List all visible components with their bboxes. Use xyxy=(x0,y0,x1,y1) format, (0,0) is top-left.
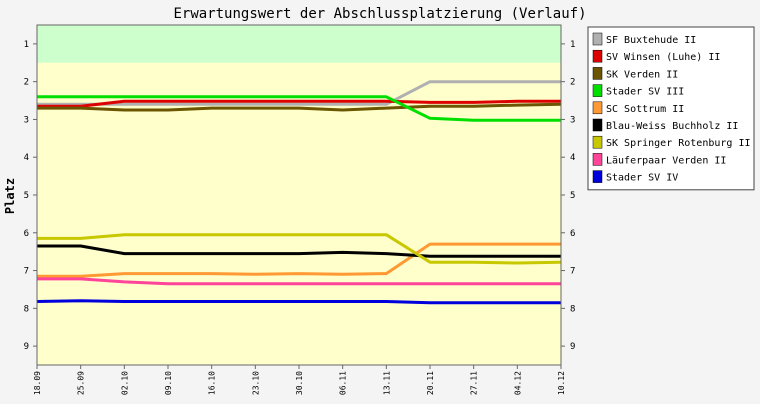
x-tick-label: 30.10 xyxy=(295,371,304,395)
series-line xyxy=(37,233,562,265)
legend-label: SK Springer Rotenburg II xyxy=(606,138,751,149)
legend-label: SV Winsen (Luhe) II xyxy=(606,52,720,63)
x-tick-label: 23.10 xyxy=(251,371,260,395)
y-tick-label: 6 xyxy=(24,229,29,239)
legend-label: Stader SV IV xyxy=(606,173,678,184)
plot-band xyxy=(37,62,561,366)
y-tick-label-right: 6 xyxy=(570,229,575,239)
x-tick-label: 13.11 xyxy=(382,371,391,395)
legend-swatch xyxy=(592,170,603,183)
series-line xyxy=(37,95,561,122)
series-line xyxy=(37,99,561,108)
x-tick-label: 09.10 xyxy=(164,371,173,395)
x-tick-label: 02.10 xyxy=(120,371,129,395)
plot-band xyxy=(37,25,561,63)
series-line xyxy=(37,277,561,286)
plot-background xyxy=(37,25,561,366)
legend-swatch xyxy=(592,153,603,166)
legend-swatch xyxy=(592,135,603,149)
legend-swatch xyxy=(592,67,603,80)
x-tick-label: 20.11 xyxy=(426,371,435,395)
x-tick-label: 06.11 xyxy=(339,371,348,395)
legend-swatch xyxy=(592,84,603,97)
x-tick-label: 10.12 xyxy=(557,371,566,395)
y-tick-label: 2 xyxy=(24,78,29,88)
y-axis-left: 1 2 3 4 5 6 7 8 9 xyxy=(24,40,37,352)
x-tick-label: 16.10 xyxy=(208,371,217,395)
series-line xyxy=(36,299,561,305)
legend-label: SF Buxtehude II xyxy=(606,35,696,46)
y-axis-label: Platz xyxy=(3,178,17,214)
y-tick-label: 5 xyxy=(24,191,29,201)
chart-title: Erwartungswert der Abschlussplatzierung … xyxy=(173,6,586,22)
legend-label: SK Verden II xyxy=(606,69,678,80)
y-tick-label-right: 9 xyxy=(570,342,575,352)
x-tick-label: 25.09 xyxy=(77,371,86,395)
y-tick-label-right: 5 xyxy=(570,191,575,201)
y-tick-label: 7 xyxy=(24,267,29,277)
y-tick-label-right: 8 xyxy=(570,304,575,314)
x-tick-label: 27.11 xyxy=(470,371,479,395)
series-line xyxy=(37,242,561,278)
y-tick-label: 8 xyxy=(24,304,29,314)
legend: SF Buxtehude II SV Winsen (Luhe) II SK Ver… xyxy=(587,26,755,191)
x-axis: 18.09 25.09 02.10 09.10 16.10 23.10 30.10 06.11… xyxy=(33,365,566,395)
legend-swatch xyxy=(592,49,603,63)
legend-label: Läuferpaar Verden II xyxy=(606,155,726,166)
series-line xyxy=(37,80,561,106)
y-tick-label-right: 1 xyxy=(570,40,575,50)
y-tick-label: 1 xyxy=(24,40,29,50)
y-tick-label-right: 4 xyxy=(570,153,575,163)
legend-label: SC Sottrum II xyxy=(606,104,684,115)
plot-frame xyxy=(36,24,562,366)
legend-swatch xyxy=(592,32,603,46)
y-tick-label: 4 xyxy=(24,153,29,163)
legend-label: Stader SV III xyxy=(606,87,684,98)
y-tick-label: 9 xyxy=(24,342,29,352)
y-tick-label-right: 2 xyxy=(570,78,575,88)
y-tick-label-right: 7 xyxy=(570,267,575,277)
y-axis-right: 1 2 3 4 5 6 7 8 9 xyxy=(561,40,575,352)
series-line xyxy=(37,102,562,112)
y-tick-label-right: 3 xyxy=(570,115,575,125)
legend-swatch xyxy=(592,118,603,132)
legend-label: Blau-Weiss Buchholz II xyxy=(606,121,738,132)
series-line xyxy=(37,244,561,258)
legend-swatch xyxy=(592,101,603,115)
y-tick-label: 3 xyxy=(24,115,29,125)
legend-box xyxy=(587,26,755,191)
x-tick-label: 18.09 xyxy=(33,371,42,395)
series-lines xyxy=(36,80,562,305)
x-tick-label: 04.12 xyxy=(513,371,522,395)
